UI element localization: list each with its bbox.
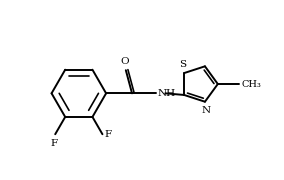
- Text: NH: NH: [158, 89, 176, 98]
- Text: CH₃: CH₃: [241, 80, 261, 89]
- Text: O: O: [120, 57, 129, 66]
- Text: N: N: [201, 106, 210, 115]
- Text: F: F: [50, 139, 57, 148]
- Text: S: S: [179, 60, 186, 69]
- Text: F: F: [105, 130, 112, 139]
